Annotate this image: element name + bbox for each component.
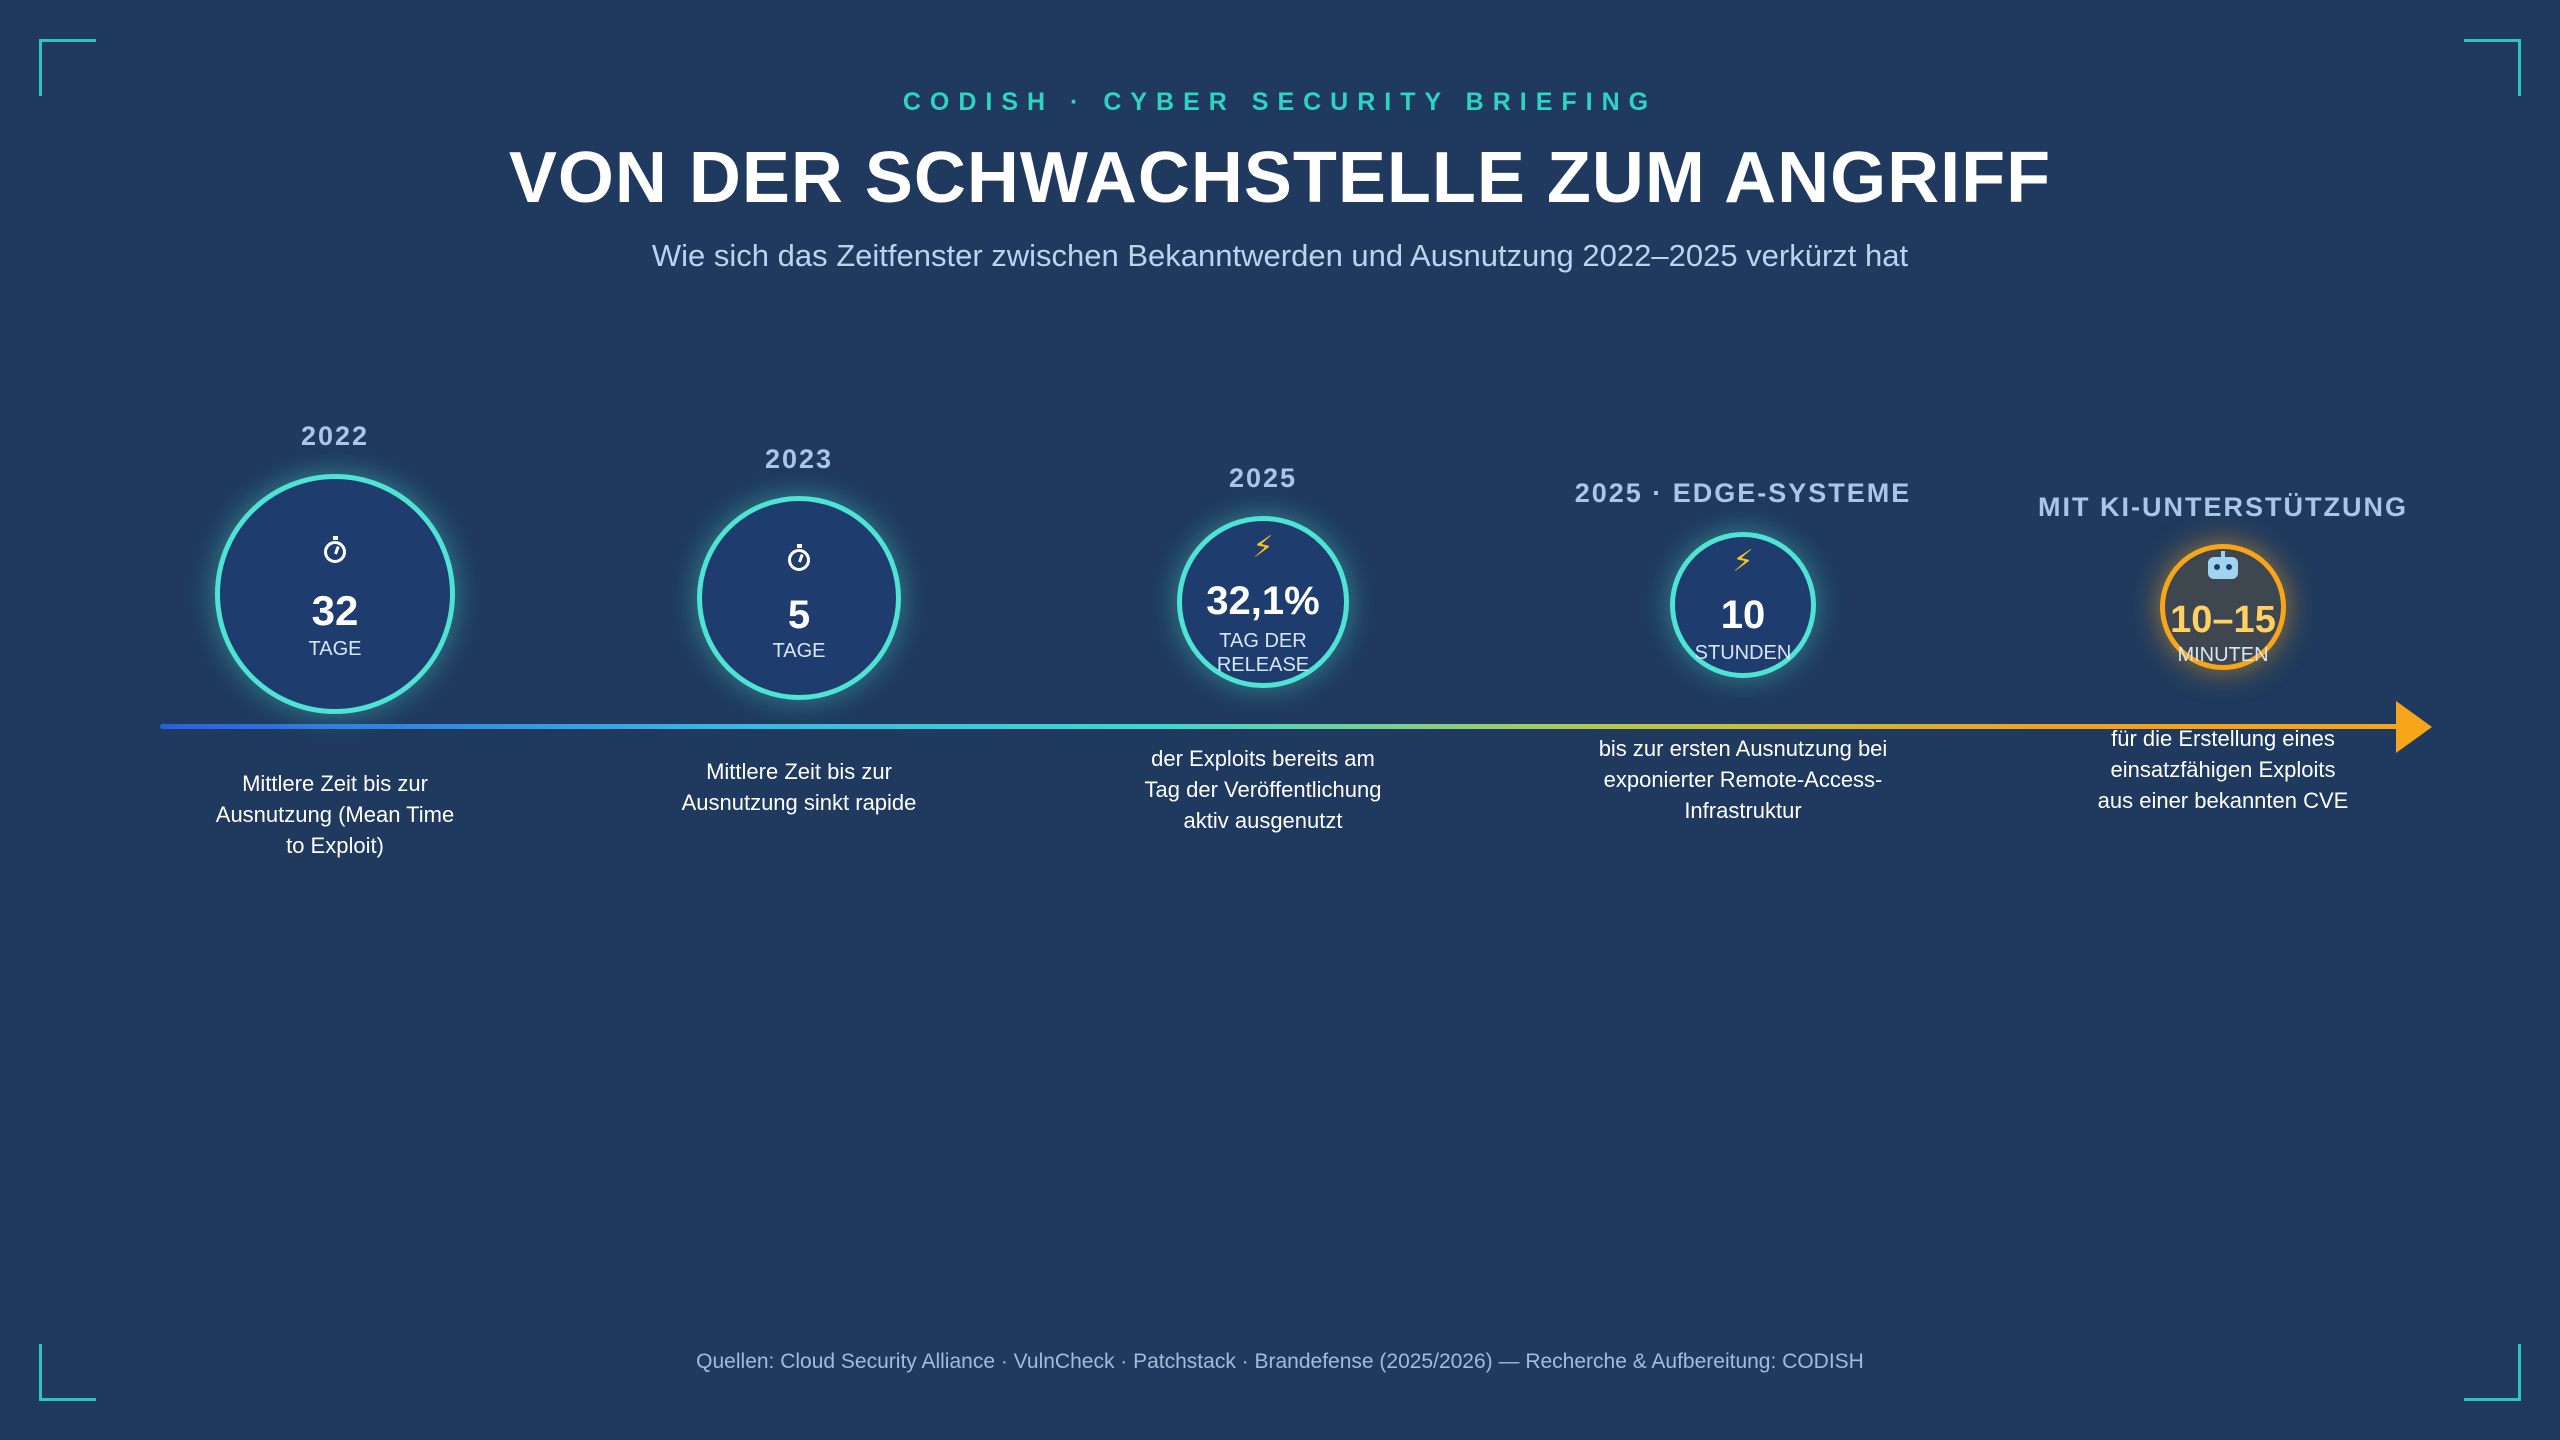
milestone-2025: 2025 ⚡ 32,1% TAG DER RELEASE der Exploit…	[1033, 0, 1493, 1440]
lightning-bolt-icon: ⚡	[1732, 545, 1754, 578]
milestone-value: 32	[311, 587, 359, 634]
milestone-description: Mittlere Zeit bis zur Ausnutzung sinkt r…	[681, 759, 917, 815]
milestone-2022: 2022 32 TAGE Mittlere Zeit bis zur Ausnu…	[105, 0, 565, 1440]
milestone-circle: 5 TAGE	[697, 496, 901, 700]
milestone-circle: ⚡ 32,1% TAG DER RELEASE	[1177, 516, 1349, 688]
robot-icon	[2208, 551, 2238, 579]
milestone-label: 2025 · EDGE-SYSTEME	[1574, 478, 1912, 508]
corner-bracket-bottom-right	[2464, 1344, 2521, 1401]
milestone-unit: STUNDEN	[1694, 642, 1792, 664]
milestone-2023: 2023 5 TAGE Mittlere Zeit bis zur Ausnut…	[569, 0, 1029, 1440]
milestone-description: Mittlere Zeit bis zur Ausnutzung (Mean T…	[215, 771, 455, 858]
timeline-axis	[160, 724, 2400, 729]
corner-bracket-top-right	[2464, 39, 2521, 96]
milestone-description: der Exploits bereits am Tag der Veröffen…	[1144, 746, 1382, 833]
page-subtitle: Wie sich das Zeitfenster zwischen Bekann…	[651, 238, 1909, 273]
milestone-value: 10	[1720, 593, 1766, 637]
milestone-2025-edge: 2025 · EDGE-SYSTEME ⚡ 10 STUNDEN bis zur…	[1513, 0, 1973, 1440]
milestone-ai: MIT KI-UNTERSTÜTZUNG 10–15 MINUTEN für d…	[1993, 0, 2453, 1440]
milestone-description: bis zur ersten Ausnutzung bei exponierte…	[1598, 736, 1888, 823]
milestone-unit: TAGE	[772, 640, 826, 662]
stopwatch-icon	[788, 544, 810, 571]
lightning-bolt-icon: ⚡	[1252, 531, 1274, 564]
page-title: VON DER SCHWACHSTELLE ZUM ANGRIFF	[508, 138, 2052, 218]
milestone-label: 2025	[1228, 463, 1298, 493]
corner-bracket-bottom-left	[39, 1344, 96, 1401]
milestone-unit: MINUTEN	[2177, 644, 2269, 666]
milestone-circle: 32 TAGE	[215, 474, 455, 714]
milestone-value: 10–15	[2170, 599, 2276, 641]
stopwatch-icon	[324, 536, 346, 563]
milestone-circle: 10–15 MINUTEN	[2160, 544, 2286, 670]
milestone-unit: TAGE	[308, 638, 362, 660]
milestone-circle: ⚡ 10 STUNDEN	[1670, 532, 1816, 678]
milestone-label: 2023	[764, 444, 834, 474]
milestone-value: 32,1%	[1206, 579, 1320, 623]
timeline-arrowhead	[2396, 701, 2432, 753]
milestone-description: für die Erstellung eines einsatzfähigen …	[2097, 726, 2349, 813]
eyebrow-label: CODISH · CYBER SECURITY BRIEFING	[902, 88, 1658, 116]
milestone-label: 2022	[300, 421, 370, 451]
milestone-value: 5	[787, 593, 811, 637]
milestone-unit: TAG DER RELEASE	[1216, 630, 1310, 676]
milestone-label: MIT KI-UNTERSTÜTZUNG	[2038, 492, 2408, 522]
corner-bracket-top-left	[39, 39, 96, 96]
sources-footer: Quellen: Cloud Security Alliance · VulnC…	[696, 1350, 1864, 1373]
